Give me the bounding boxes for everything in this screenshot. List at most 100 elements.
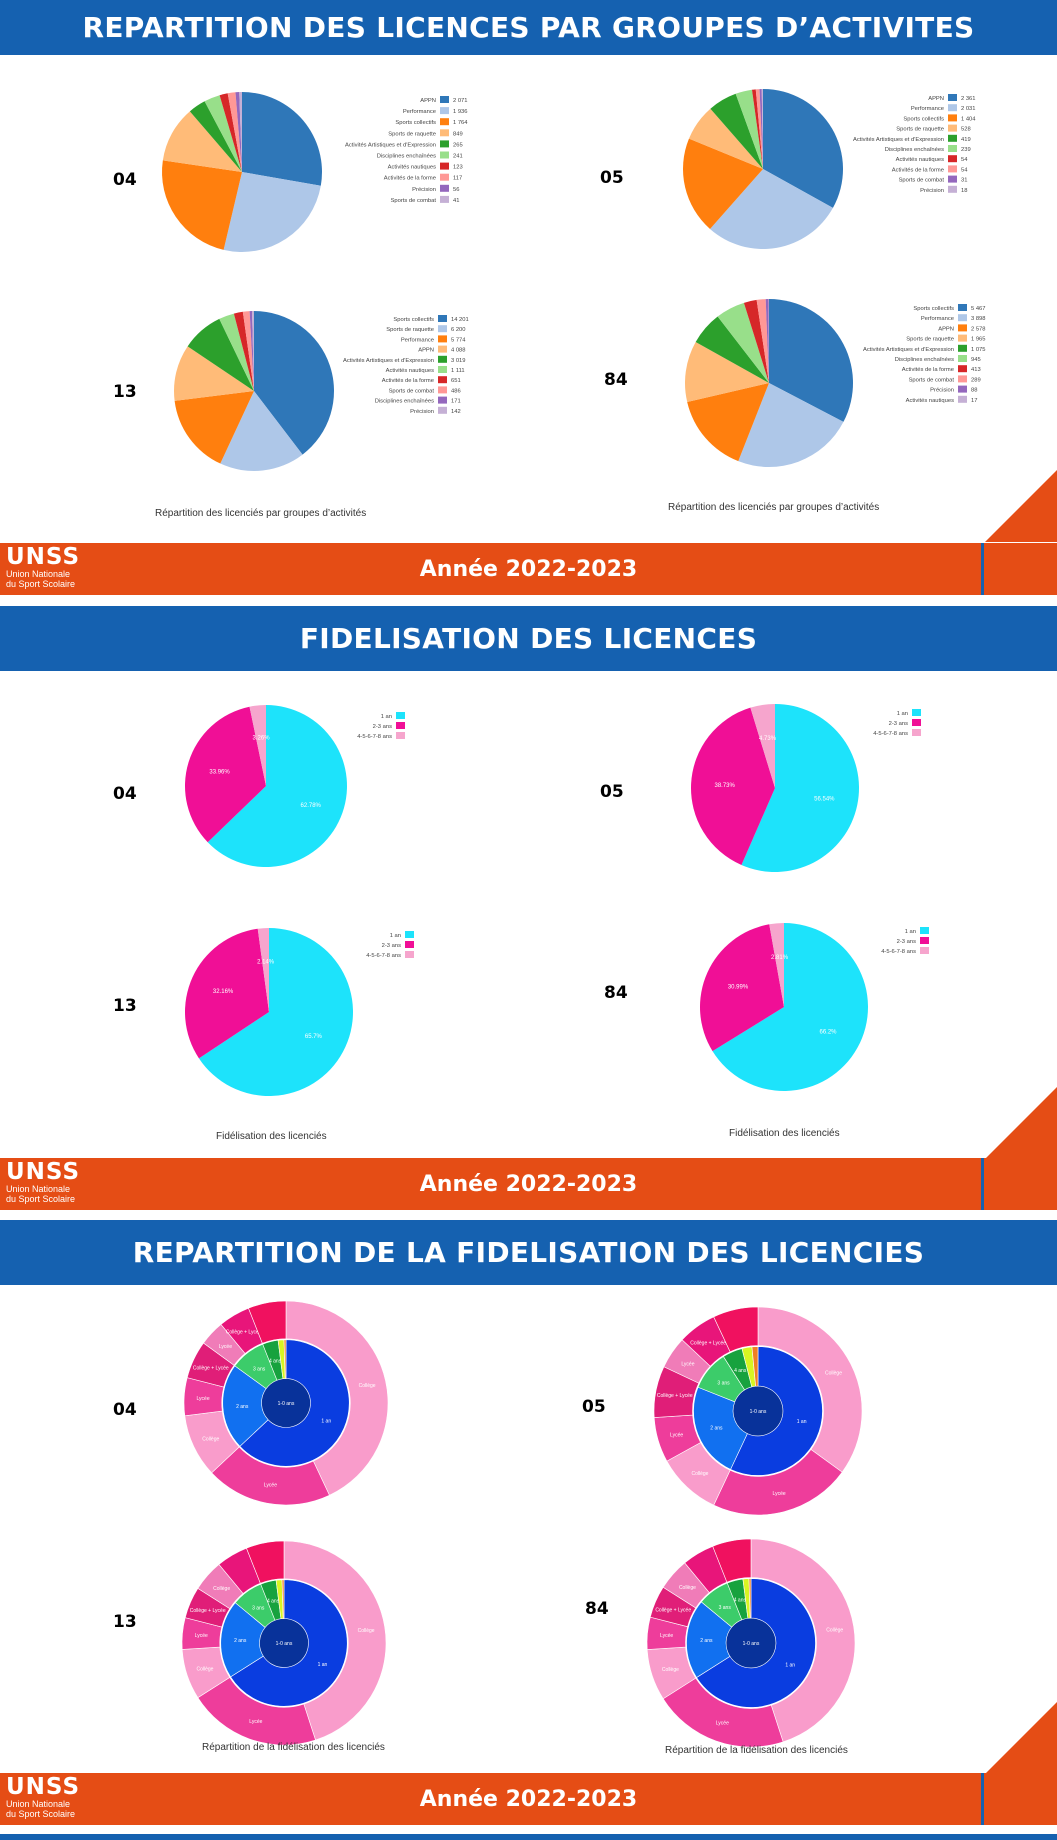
pie-slice [717,302,769,383]
footer-year: Année 2022-2023 [419,1171,638,1197]
legend-label: 2-3 ans [382,943,401,949]
sunburst-segment [686,1601,733,1678]
sunburst-segment [751,1346,759,1387]
sunburst-segment [285,1300,389,1496]
pie-slice [700,924,784,1052]
legend-swatch [958,334,967,342]
legend-value: 419 [961,137,971,143]
legend-swatch [948,155,957,163]
legend-value: 413 [971,367,981,373]
legend-label: Activités Artistiques et d'Expression [345,142,436,148]
footer-year: Année 2022-2023 [419,1786,638,1812]
legend-value: 54 [961,157,968,163]
pie-slice [204,95,242,172]
legend-value: 41 [453,198,459,204]
slice-label: 66.2% [820,1030,838,1036]
pie-slice [755,89,763,169]
legend-swatch [396,732,405,739]
code-84: 84 [585,1599,609,1619]
pie-slice [189,101,242,172]
legend-swatch [440,195,449,203]
unss-logo: UNSS Union Nationale du Sport Scolaire [6,1159,81,1204]
legend-label: 1 an [390,933,401,939]
legend-value: 4 088 [451,348,466,354]
legend-swatch [396,712,405,719]
legend-swatch [948,114,957,122]
legend-value: 651 [451,378,461,384]
pie-slice [187,318,254,391]
pie-slice [257,928,269,1012]
pie-slice [751,89,763,169]
sunburst-segment [248,1300,287,1344]
pie-slice [710,93,763,169]
slice-label: 2.14% [257,960,275,966]
segment-label: Collège + Lycée [690,1340,726,1346]
legend-swatch [948,124,957,132]
caption-fidelisation-left: Fidélisation des licenciés [216,1131,327,1142]
slice-label: 56.54% [814,796,835,802]
footer-separator [981,1158,984,1210]
segment-label: 4 ans [269,1359,282,1365]
legend-label: APPN [928,96,944,102]
legend-label: Performance [911,106,944,112]
pie-slice [687,383,769,462]
pie-slice [252,311,254,391]
legend-swatch [958,355,967,362]
section3-footer: Année 2022-2023 [0,1773,1057,1825]
corner-decoration [985,470,1057,542]
legend-label: Performance [403,109,436,115]
legend-label: Disciplines enchaînées [895,357,954,363]
legend-swatch [440,96,449,103]
sunburst-segment [283,1339,287,1379]
caption-fidelisation-right: Fidélisation des licenciés [729,1128,840,1139]
segment-label: Collège [213,1586,230,1592]
caption-activites-right: Répartition des licenciés par groupes d’… [668,502,880,513]
legend-label: Activités nautiques [386,368,434,374]
sunburst-segment [246,1540,285,1584]
legend-swatch [396,722,405,729]
corner-decoration [985,1087,1057,1159]
pie-slice [735,89,763,169]
pie-slice [712,923,869,1091]
legend-swatch [440,173,449,181]
sunburst-segment [748,1578,752,1619]
sunburst-segment [283,1540,387,1741]
legend-swatch [438,335,447,343]
pie-slice [174,346,254,401]
pie-slice [227,92,242,172]
segment-label: 3 ans [253,1366,266,1372]
center-label: 1-0 ans [276,1641,293,1647]
pie-slice [688,108,763,169]
legend-swatch [958,365,967,373]
legend-label: Disciplines enchaînées [885,147,944,153]
segment-label: Collège + Lycée [226,1329,262,1335]
pie-slice [769,299,853,422]
legend-swatch [438,406,447,414]
segment-label: 4 ans [734,1368,747,1374]
pie-slice [184,706,266,843]
legend-value: 17 [971,398,977,404]
pie-slice [219,313,254,391]
slice-label: 3.26% [253,736,271,742]
sunburst-center [261,1378,311,1428]
segment-label: Lycée [681,1361,694,1367]
segment-label: 4 ans [267,1599,280,1605]
legend-swatch [438,345,447,353]
legend-label: Activités nautiques [896,157,944,163]
legend-label: Sports de combat [909,377,955,383]
legend-swatch [958,304,967,311]
legend-label: 4-5-6-7-8 ans [873,731,908,737]
legend-value: 54 [961,167,968,173]
legend-swatch [440,151,449,159]
pie-slice [691,707,775,866]
pie-slice [242,311,254,391]
pie-slice [162,111,242,172]
legend-swatch [440,118,449,126]
sunburst-segment [230,1579,348,1707]
legend-swatch [920,927,929,934]
legend-value: 88 [971,388,977,394]
legend-label: Sports de raquette [906,337,954,343]
legend-value: 6 200 [451,327,466,333]
